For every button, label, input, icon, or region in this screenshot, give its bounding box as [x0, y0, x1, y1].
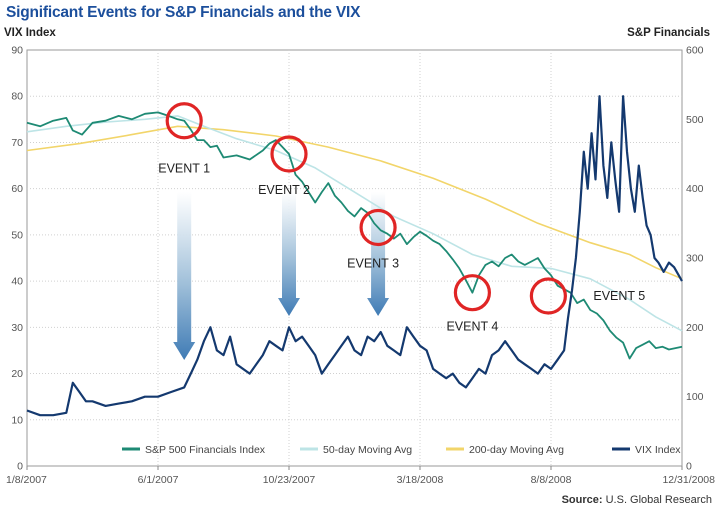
x-tick-label: 8/8/2008 — [531, 474, 572, 486]
event-label: EVENT 5 — [593, 289, 645, 303]
legend-label: VIX Index — [635, 444, 681, 456]
right-tick-label: 500 — [686, 114, 704, 126]
event-label: EVENT 4 — [446, 320, 498, 334]
event-circle — [270, 135, 308, 173]
event-arrow — [173, 192, 196, 360]
left-tick-label: 20 — [11, 368, 23, 380]
right-tick-label: 600 — [686, 45, 704, 57]
event-circle — [165, 102, 203, 140]
right-tick-label: 100 — [686, 391, 704, 403]
left-tick-label: 90 — [11, 45, 23, 57]
series-line-s-p-500-financials-index — [26, 111, 683, 360]
legend-label: 200-day Moving Avg — [469, 444, 564, 456]
event-circle — [453, 274, 491, 312]
event-arrow — [367, 192, 390, 316]
event-label: EVENT 2 — [258, 183, 310, 197]
chart-title: Significant Events for S&P Financials an… — [6, 4, 361, 21]
left-tick-label: 70 — [11, 137, 23, 149]
left-tick-label: 0 — [17, 461, 23, 473]
left-tick-label: 10 — [11, 414, 23, 426]
right-tick-label: 0 — [686, 461, 692, 473]
source-text: U.S. Global Research — [605, 494, 712, 506]
left-tick-label: 80 — [11, 91, 23, 103]
left-tick-label: 50 — [11, 229, 23, 241]
series-line-vix-index — [26, 95, 683, 417]
left-tick-label: 30 — [11, 322, 23, 334]
x-tick-label: 10/23/2007 — [263, 474, 316, 486]
legend-label: S&P 500 Financials Index — [145, 444, 266, 456]
x-tick-label: 1/8/2007 — [6, 474, 47, 486]
left-tick-label: 40 — [11, 276, 23, 288]
right-axis-title: S&P Financials — [627, 27, 710, 39]
left-tick-label: 60 — [11, 183, 23, 195]
right-tick-label: 400 — [686, 183, 704, 195]
left-axis-title: VIX Index — [4, 27, 56, 39]
event-circle — [529, 277, 567, 315]
event-circle — [359, 208, 397, 247]
event-arrow — [278, 192, 300, 316]
event-label: EVENT 1 — [158, 162, 210, 176]
source-label: Source: — [561, 494, 603, 506]
legend-label: 50-day Moving Avg — [323, 444, 412, 456]
x-tick-label: 12/31/2008 — [662, 474, 715, 486]
x-tick-label: 6/1/2007 — [138, 474, 179, 486]
right-tick-label: 200 — [686, 322, 704, 334]
series-line-200-day-moving-avg — [26, 125, 683, 280]
x-tick-label: 3/18/2008 — [397, 474, 444, 486]
series-line-50-day-moving-avg — [26, 115, 683, 332]
event-label: EVENT 3 — [347, 256, 399, 270]
source-note: Source: U.S. Global Research — [562, 494, 712, 506]
right-tick-label: 300 — [686, 253, 704, 265]
